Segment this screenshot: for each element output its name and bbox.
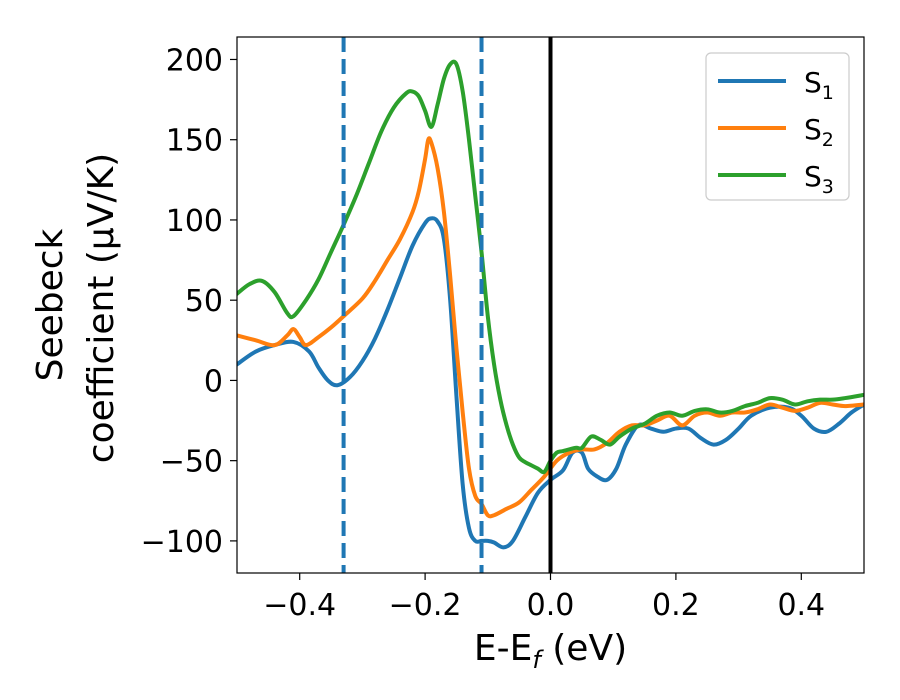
y-axis-label-line2: coefficient (μV/K) (81, 153, 122, 463)
x-tick-label: 0.0 (527, 588, 575, 623)
x-axis-label: E-Ef (eV) (474, 628, 627, 674)
x-tick-label: −0.4 (263, 588, 336, 623)
y-tick-label: 200 (166, 43, 223, 78)
series-line-s2 (237, 136, 864, 519)
y-tick-label: 150 (166, 124, 223, 159)
axis-ticks: −0.4 −0.2 0.0 0.2 0.4 −100 −50 0 50 100 150 200 (141, 43, 826, 623)
plot-area (237, 37, 864, 573)
x-tick-label: 0.2 (652, 588, 700, 623)
y-tick-label: −50 (160, 445, 223, 480)
y-tick-label: −100 (141, 525, 223, 560)
legend-label-s2: S2 (804, 113, 834, 151)
y-tick-label: 50 (185, 284, 223, 319)
series-line-s1 (237, 216, 864, 550)
y-axis-label-line1: Seebeck (30, 228, 71, 381)
x-tick-label: 0.4 (777, 588, 825, 623)
x-tick-label: −0.2 (389, 588, 462, 623)
y-tick-label: 0 (204, 364, 223, 399)
series-line-s3 (237, 59, 864, 475)
y-tick-label: 100 (166, 204, 223, 239)
